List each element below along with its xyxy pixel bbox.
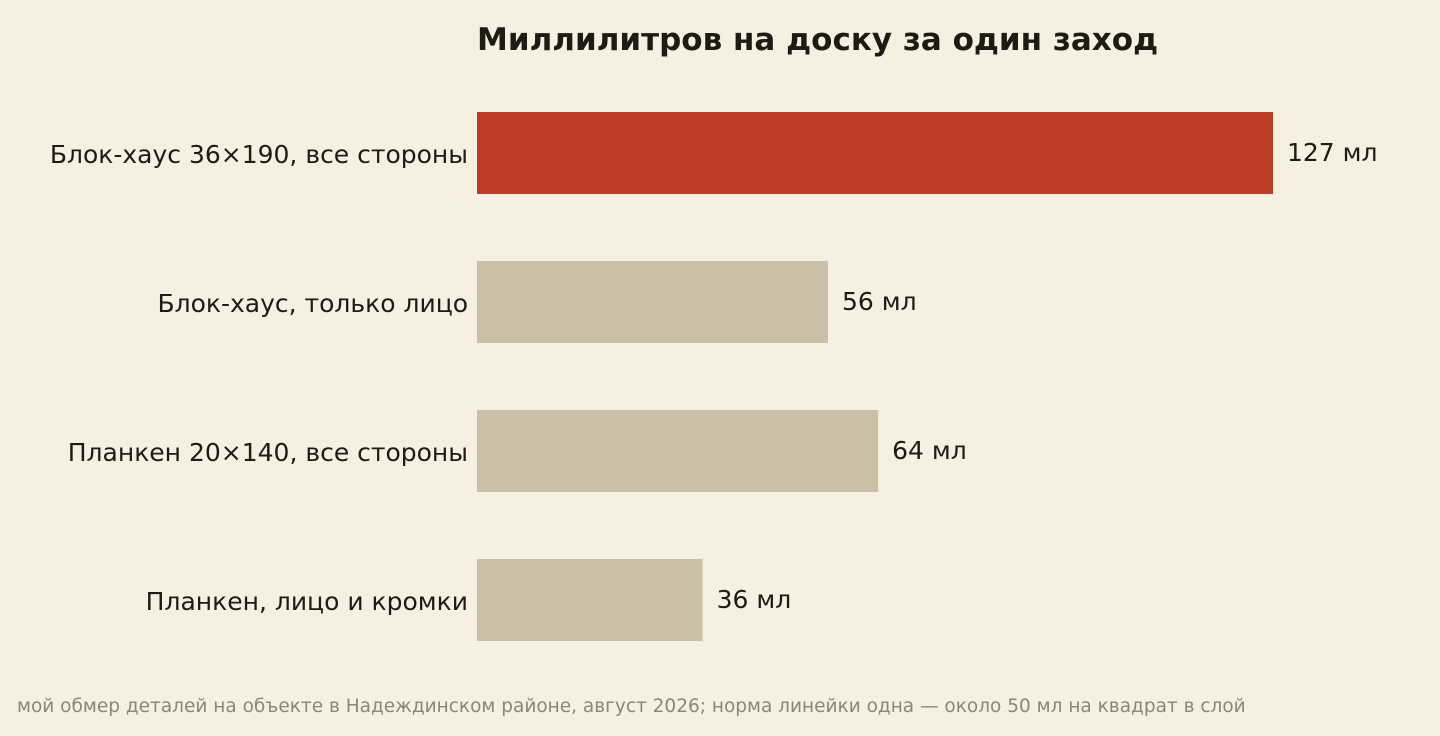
category-label-3: Планкен 20×140, все стороны [68, 438, 468, 467]
category-label-2: Блок-хаус, только лицо [157, 289, 468, 318]
bars-group: Блок-хаус 36×190, все стороны 127 мл Блок-… [50, 112, 1378, 641]
bar-1 [477, 112, 1273, 194]
chart-title: Миллилитров на доску за один заход [477, 22, 1158, 58]
value-label-4: 36 мл [717, 585, 792, 614]
value-label-1: 127 мл [1287, 138, 1378, 167]
category-label-4: Планкен, лицо и кромки [146, 587, 468, 616]
footnote: мой обмер деталей на объекте в Надеждинс… [17, 696, 1246, 717]
bar-4 [477, 559, 703, 641]
value-label-3: 64 мл [892, 436, 967, 465]
bar-3 [477, 410, 879, 492]
bar-2 [477, 261, 828, 343]
category-label-1: Блок-хаус 36×190, все стороны [50, 140, 468, 169]
bar-chart: Миллилитров на доску за один заход Блок-… [50, 22, 1378, 641]
value-label-2: 56 мл [842, 287, 917, 316]
